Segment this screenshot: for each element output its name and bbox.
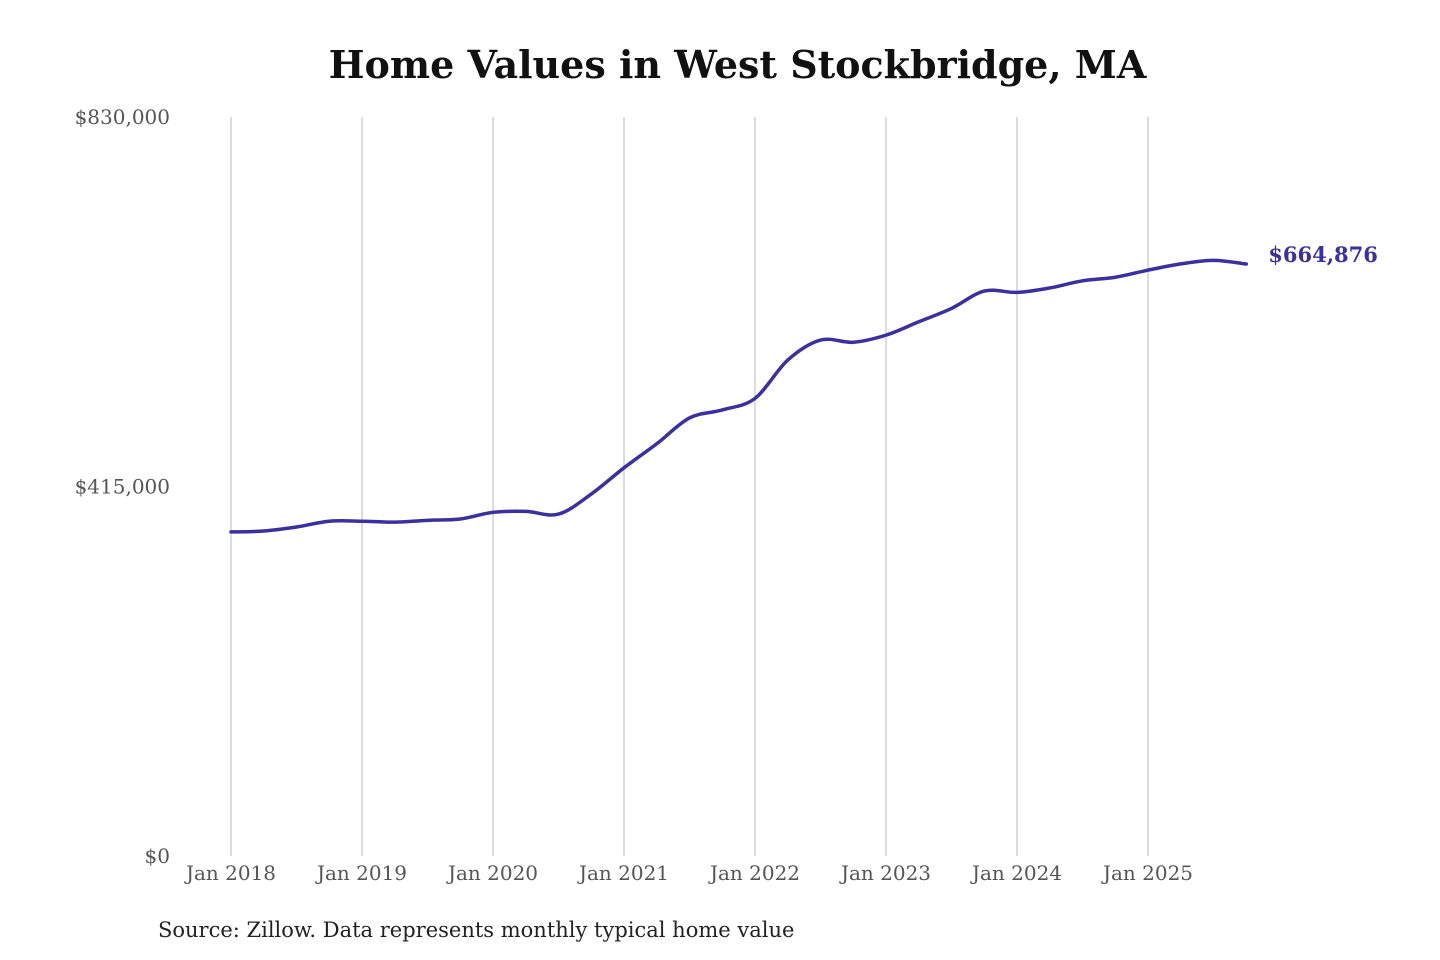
- y-tick-label: $830,000: [75, 105, 170, 129]
- end-value-label: $664,876: [1268, 242, 1378, 267]
- x-tick-label: Jan 2025: [1101, 861, 1193, 885]
- x-tick-label: Jan 2024: [970, 861, 1062, 885]
- x-tick-label: Jan 2019: [315, 861, 407, 885]
- x-tick-label: Jan 2020: [446, 861, 538, 885]
- y-tick-label: $0: [145, 844, 170, 868]
- series-line: [229, 258, 1248, 534]
- x-tick-label: Jan 2021: [577, 861, 669, 885]
- x-tick-label: Jan 2018: [184, 861, 276, 885]
- source-note: Source: Zillow. Data represents monthly …: [158, 918, 795, 942]
- x-tick-label: Jan 2023: [839, 861, 931, 885]
- y-tick-label: $415,000: [75, 475, 170, 499]
- x-tick-label: Jan 2022: [708, 861, 800, 885]
- chart-title: Home Values in West Stockbridge, MA: [328, 42, 1147, 87]
